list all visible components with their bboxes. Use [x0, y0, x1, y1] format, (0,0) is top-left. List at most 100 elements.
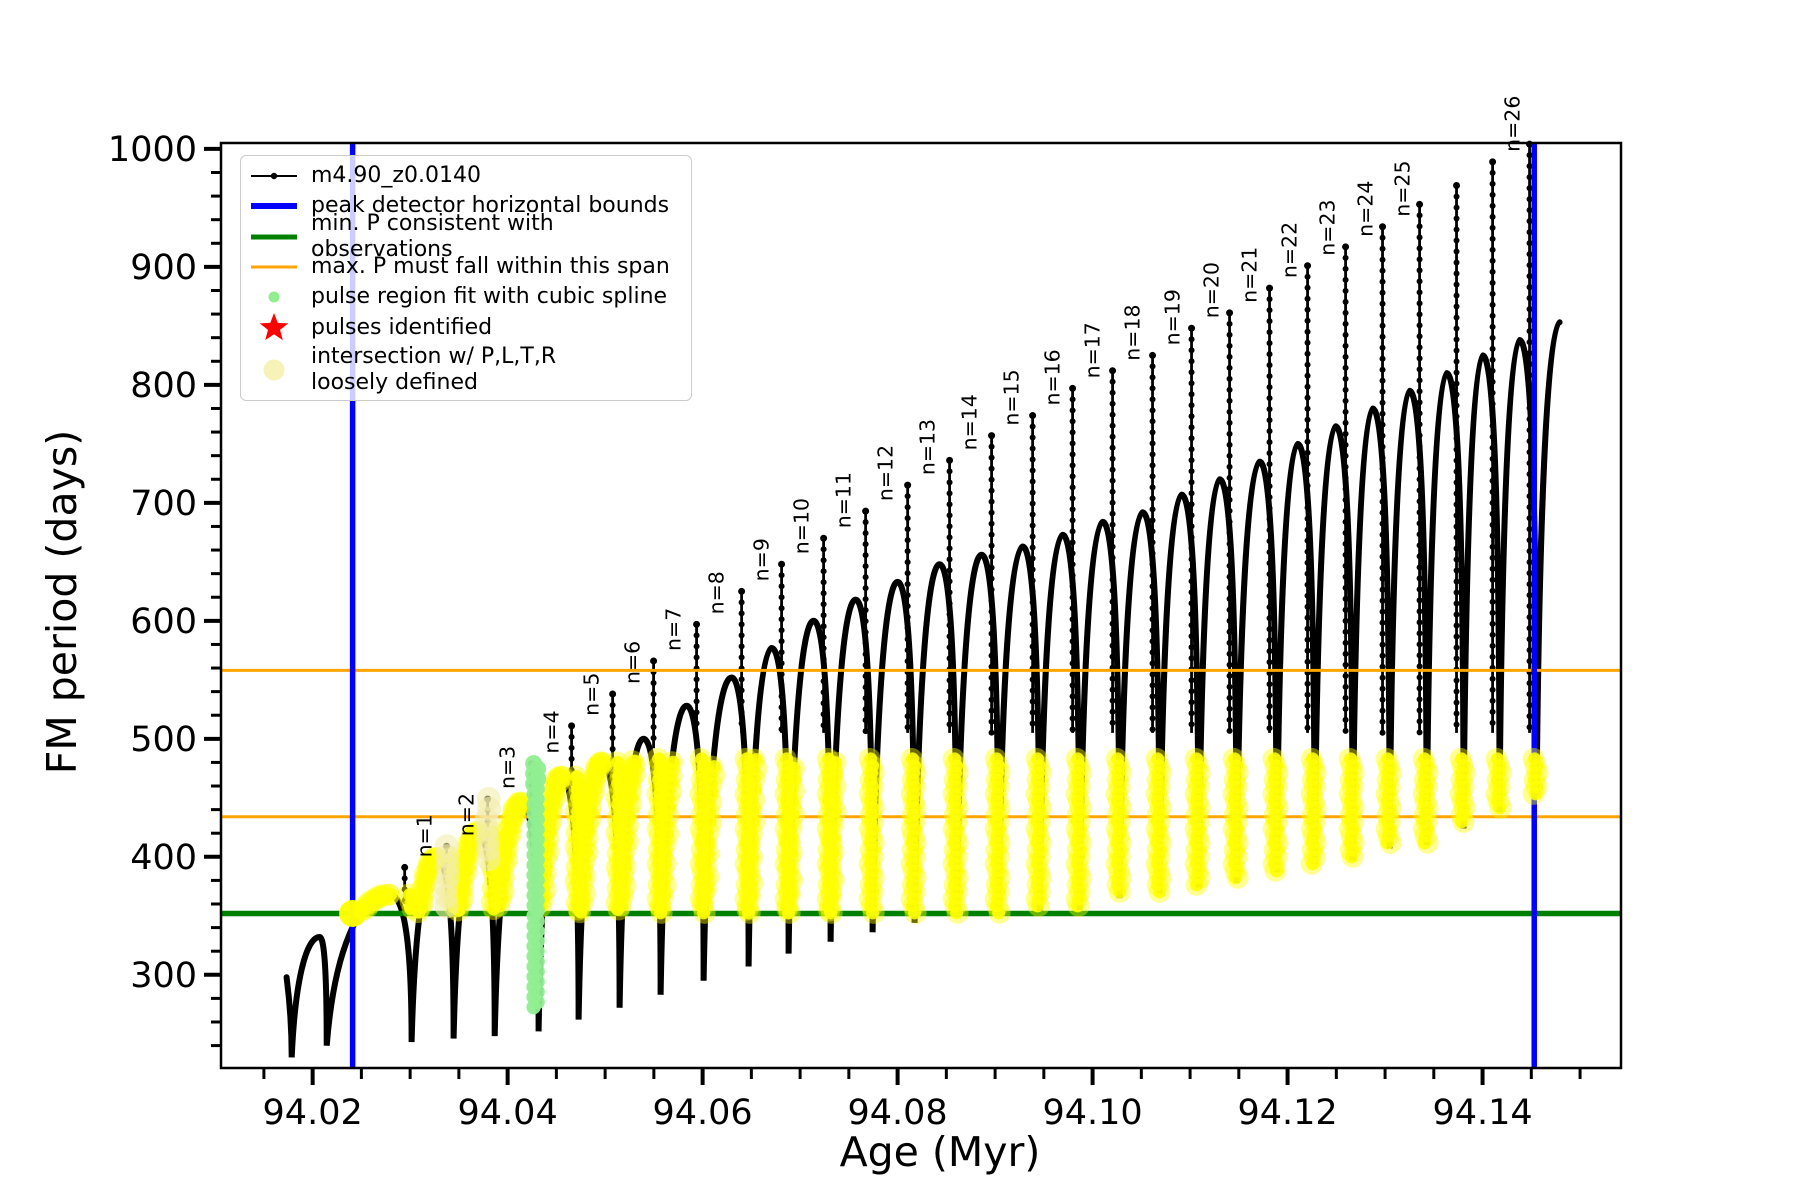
spike-marker-dot — [1526, 537, 1533, 544]
spike-marker-dot — [988, 718, 995, 725]
spike-marker-dot — [1453, 303, 1460, 310]
spike-marker-dot — [1109, 598, 1116, 605]
spike-marker-dot — [1226, 353, 1233, 360]
spike-marker-dot — [1416, 289, 1423, 296]
spike-marker-dot — [1109, 444, 1116, 451]
spike-marker-dot — [609, 734, 616, 741]
spike-marker-dot — [862, 607, 869, 614]
spike-marker-dot — [1379, 509, 1386, 516]
spike-marker-dot — [1188, 589, 1195, 596]
spike-marker-dot — [1379, 597, 1386, 604]
spike-marker-dot — [1266, 714, 1273, 721]
spike-marker-dot — [1109, 477, 1116, 484]
spike-marker-dot — [1416, 685, 1423, 692]
spike-marker-dot — [1304, 460, 1311, 467]
spike-marker-dot — [1526, 526, 1533, 533]
spike-marker-dot — [988, 520, 995, 527]
spike-marker-dot — [1342, 397, 1349, 404]
yellow-intersection-markers — [339, 747, 1549, 927]
spike-marker-dot — [1379, 586, 1386, 593]
spike-marker-dot — [1453, 600, 1460, 607]
spike-marker-dot — [738, 599, 745, 606]
spike-marker-dot — [1109, 719, 1116, 726]
spike-marker-dot — [693, 709, 700, 716]
spline-dot — [526, 999, 541, 1015]
spike-marker-dot — [1069, 671, 1076, 678]
spike-marker-dot — [1109, 510, 1116, 517]
intersection-marker — [744, 889, 758, 903]
spike-marker-dot — [1266, 318, 1273, 325]
spike-marker-dot — [1266, 527, 1273, 534]
spike-marker-dot — [1379, 267, 1386, 274]
spike-marker-dot — [862, 541, 869, 548]
intersection-marker — [655, 900, 669, 914]
spike-marker-dot — [1029, 522, 1036, 529]
spike-marker-dot — [1149, 363, 1156, 370]
spike-marker-dot — [946, 721, 953, 728]
spike-marker-dot — [1453, 259, 1460, 266]
spike-marker-dot — [820, 546, 827, 553]
spike-marker-dot — [1342, 441, 1349, 448]
spike-marker-dot — [1149, 418, 1156, 425]
intersection-marker — [784, 887, 798, 901]
spike-marker-dot — [988, 608, 995, 615]
spike-marker-dot — [1416, 300, 1423, 307]
spike-marker-dot — [1526, 438, 1533, 445]
spike-marker-dot — [1489, 246, 1496, 253]
y-tick-label: 700 — [130, 484, 197, 524]
spike-marker-dot — [904, 702, 911, 709]
spike-marker-dot — [1416, 465, 1423, 472]
spike-marker-dot — [1188, 644, 1195, 651]
spike-marker-dot — [1489, 686, 1496, 693]
spike-marker-dot — [946, 600, 953, 607]
intersection-marker — [743, 863, 757, 877]
spike-marker-dot — [904, 570, 911, 577]
spike-marker-dot — [738, 621, 745, 628]
spike-marker-dot — [1266, 549, 1273, 556]
spike-marker-dot — [820, 656, 827, 663]
spike-marker-dot — [1149, 627, 1156, 634]
spike-marker-dot — [1266, 571, 1273, 578]
spike-marker-dot — [1304, 416, 1311, 423]
intersection-marker — [829, 767, 843, 781]
spike-peak-dot — [1489, 158, 1497, 166]
intersection-marker — [785, 795, 799, 809]
spike-marker-dot — [1304, 603, 1311, 610]
spike-marker-dot — [862, 552, 869, 559]
spike-marker-dot — [1379, 476, 1386, 483]
spike-marker-dot — [778, 594, 785, 601]
spike-marker-dot — [1416, 619, 1423, 626]
spike-marker-dot — [1489, 532, 1496, 539]
spike-marker-dot — [1304, 581, 1311, 588]
spike-marker-dot — [1379, 256, 1386, 263]
intersection-marker — [747, 772, 761, 786]
intersection-marker — [828, 805, 842, 819]
intersection-marker — [627, 754, 641, 768]
spike-marker-dot — [778, 715, 785, 722]
spike-marker-dot — [693, 687, 700, 694]
spike-marker-dot — [862, 574, 869, 581]
spike-marker-dot — [1226, 441, 1233, 448]
spike-marker-dot — [1453, 677, 1460, 684]
spike-marker-dot — [1069, 462, 1076, 469]
spike-marker-dot — [1109, 554, 1116, 561]
spike-marker-dot — [946, 468, 953, 475]
spike-marker-dot — [1526, 691, 1533, 698]
intersection-marker — [908, 906, 922, 920]
spike-marker-dot — [1266, 659, 1273, 666]
spike-marker-dot — [1526, 174, 1533, 181]
spike-marker-dot — [904, 526, 911, 533]
spike-marker-dot — [1266, 351, 1273, 358]
spike-marker-dot — [1188, 347, 1195, 354]
spike-marker-dot — [609, 745, 616, 752]
x-axis-label: Age (Myr) — [839, 1128, 1041, 1176]
pulse-number-label: n=8 — [705, 571, 729, 614]
spike-marker-dot — [1029, 610, 1036, 617]
spike-marker-dot — [1342, 562, 1349, 569]
spike-marker-dot — [1379, 366, 1386, 373]
spike-marker-dot — [1379, 344, 1386, 351]
spike-marker-dot — [1226, 342, 1233, 349]
spike-peak-dot — [862, 507, 870, 515]
spike-marker-dot — [1416, 322, 1423, 329]
spike-marker-dot — [1489, 466, 1496, 473]
